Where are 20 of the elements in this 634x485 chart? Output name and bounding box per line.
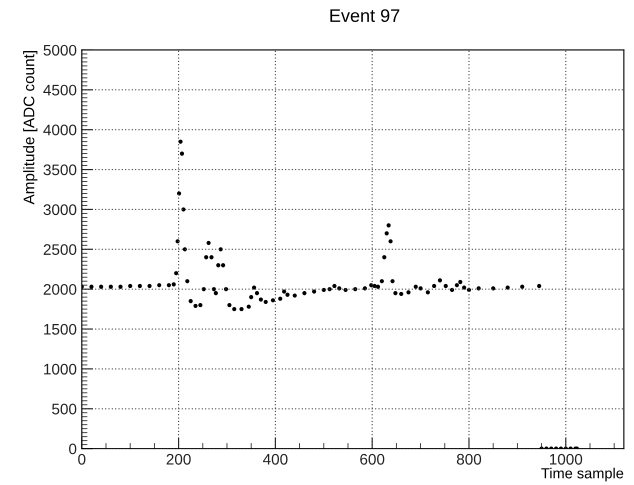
y-tick-label: 1000 [44,364,76,375]
x-tick-label: 200 [166,454,191,465]
x-tick-label: 800 [456,454,482,465]
x-tick-label: 0 [78,454,86,465]
y-tick-label: 4500 [43,84,76,96]
y-tick-label: 2500 [44,244,76,255]
y-tick-label: 3500 [44,164,76,176]
y-tick-label: 500 [52,404,76,414]
y-tick-label: 1500 [44,324,76,335]
x-axis-title: Time sample [541,468,624,482]
x-tick-label: 400 [262,454,288,465]
y-axis-title: Amplitude [ADC count] [23,51,38,204]
y-tick-label: 3000 [44,204,76,216]
y-tick-label: 5000 [44,44,76,56]
x-tick-label: 600 [360,454,384,465]
y-tick-label: 0 [69,443,76,454]
chart-title: Event 97 [330,9,400,22]
y-tick-label: 4000 [43,124,76,136]
y-tick-label: 2000 [44,284,76,295]
x-tick-label: 1000 [550,454,582,465]
